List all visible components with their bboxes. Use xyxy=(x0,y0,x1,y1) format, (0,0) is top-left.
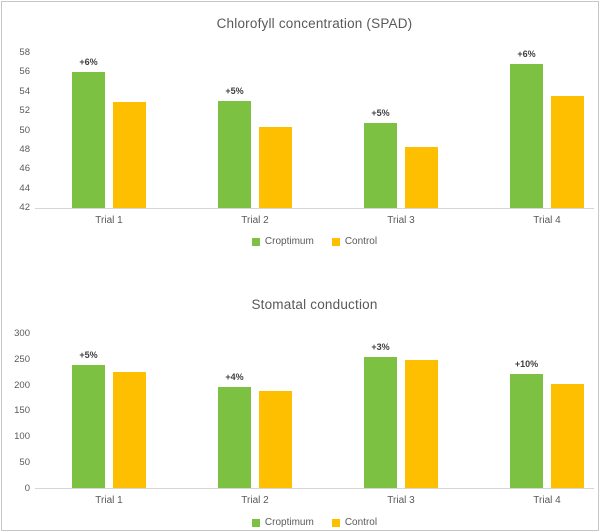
legend-item-croptimum: Croptimum xyxy=(251,236,314,247)
y-tick-label: 52 xyxy=(19,105,30,117)
x-axis-line xyxy=(35,488,594,489)
y-tick-label: 100 xyxy=(14,431,30,442)
legend-item-control: Control xyxy=(331,517,378,528)
x-category-label: Trial 2 xyxy=(241,214,269,226)
x-category-label: Trial 4 xyxy=(533,495,561,506)
legend-swatch-icon xyxy=(331,518,340,527)
bar-croptimum xyxy=(72,365,105,488)
x-category-label: Trial 1 xyxy=(95,214,123,226)
y-tick-label: 200 xyxy=(14,379,30,391)
bar-control xyxy=(405,147,438,208)
bar-control xyxy=(551,96,584,208)
chart-title-chlorophyll: Chlorofyll concentration (SPAD) xyxy=(216,16,413,31)
bar-croptimum xyxy=(72,71,105,208)
bar-control xyxy=(113,371,146,488)
bar-croptimum xyxy=(510,373,543,488)
bar-control xyxy=(259,391,292,488)
bar-croptimum xyxy=(218,387,251,488)
legend-swatch-icon xyxy=(251,237,260,246)
bar-croptimum xyxy=(364,356,397,488)
legend-item-croptimum: Croptimum xyxy=(251,517,314,528)
bar-data-label: +5% xyxy=(371,108,390,119)
bar-data-label: +5% xyxy=(225,85,244,96)
x-category-label: Trial 3 xyxy=(387,214,415,226)
legend-swatch-icon xyxy=(251,518,260,527)
bar-croptimum xyxy=(510,64,543,208)
legend-chlorophyll: Croptimum Control xyxy=(35,236,594,247)
legend-label: Control xyxy=(344,236,378,247)
x-category-label: Trial 2 xyxy=(241,495,269,506)
y-tick-label: 42 xyxy=(19,202,30,213)
y-tick-label: 48 xyxy=(19,143,30,155)
y-tick-label: 54 xyxy=(19,85,30,97)
bar-control xyxy=(551,383,584,488)
chart-title-stomatal: Stomatal conduction xyxy=(251,297,378,312)
bar-data-label: +5% xyxy=(79,350,98,361)
bar-data-label: +10% xyxy=(514,358,539,369)
bar-control xyxy=(113,101,146,208)
bar-control xyxy=(259,127,292,208)
y-tick-label: 56 xyxy=(19,66,30,78)
y-tick-label: 150 xyxy=(14,405,30,417)
y-tick-label: 250 xyxy=(14,353,30,365)
legend-label: Croptimum xyxy=(264,517,314,528)
y-tick-label: 44 xyxy=(19,182,30,194)
y-tick-label: 58 xyxy=(19,47,30,58)
legend-item-control: Control xyxy=(331,236,378,247)
bar-data-label: +6% xyxy=(79,56,98,67)
bar-control xyxy=(405,360,438,488)
bar-croptimum xyxy=(364,123,397,208)
x-category-label: Trial 1 xyxy=(95,495,123,506)
legend-label: Control xyxy=(344,517,378,528)
x-axis-line xyxy=(35,207,594,209)
bar-data-label: +3% xyxy=(371,341,390,352)
legend-stomatal: Croptimum Control xyxy=(35,517,594,528)
bar-data-label: +6% xyxy=(517,49,536,60)
x-category-label: Trial 4 xyxy=(533,214,561,226)
legend-swatch-icon xyxy=(331,237,340,246)
x-category-label: Trial 3 xyxy=(387,495,415,506)
bar-croptimum xyxy=(218,100,251,208)
legend-label: Croptimum xyxy=(264,236,314,247)
y-tick-label: 46 xyxy=(19,163,30,175)
y-tick-label: 50 xyxy=(19,456,30,468)
y-tick-label: 0 xyxy=(24,482,30,494)
bar-data-label: +4% xyxy=(225,372,244,383)
y-tick-label: 300 xyxy=(14,328,30,339)
y-tick-label: 50 xyxy=(19,124,30,136)
